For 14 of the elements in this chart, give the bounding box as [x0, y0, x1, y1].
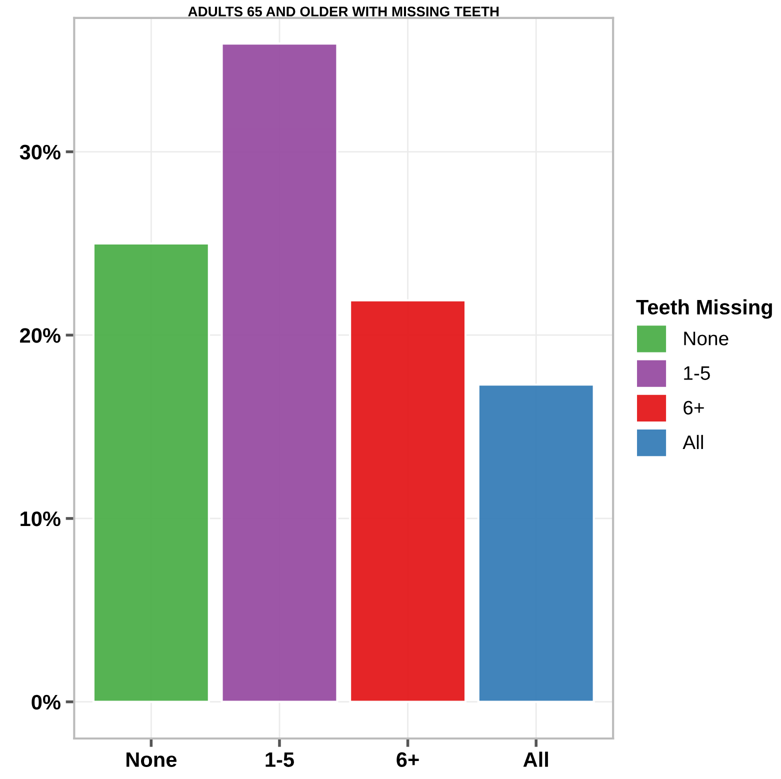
x-tick-label: 6+ [396, 752, 419, 767]
y-tick-label: 30% [20, 144, 60, 160]
legend-label: None [684, 332, 728, 346]
x-tick-label: 1-5 [266, 752, 294, 767]
x-tick-label: None [126, 752, 177, 767]
legend-label: 1-5 [684, 366, 710, 380]
y-tick-label: 10% [20, 511, 60, 526]
y-tick-label: 0% [32, 694, 60, 710]
x-tick-label: All [523, 752, 548, 767]
legend-title: Teeth Missing [636, 299, 772, 319]
legend-label: 6+ [684, 400, 704, 415]
chart-title: ADULTS 65 AND OLDER WITH MISSING TEETH [188, 6, 499, 16]
y-tick-label: 20% [20, 328, 60, 343]
legend-label: All [682, 434, 703, 450]
